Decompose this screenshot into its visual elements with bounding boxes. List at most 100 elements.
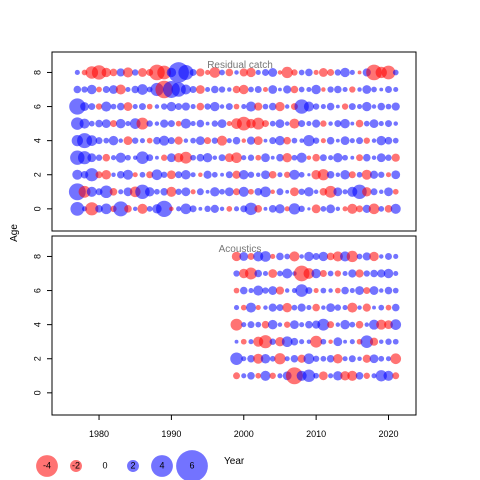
residual-point <box>125 86 131 93</box>
residual-point <box>155 155 159 160</box>
residual-point <box>262 120 269 128</box>
residual-point <box>340 371 350 381</box>
residual-point <box>122 169 134 180</box>
residual-point <box>268 269 278 278</box>
residual-point <box>312 252 320 260</box>
residual-point <box>254 86 262 93</box>
residual-point <box>132 104 138 110</box>
residual-point <box>346 250 358 263</box>
residual-point <box>298 188 305 195</box>
x-tick-label: 2010 <box>306 429 326 439</box>
residual-point <box>115 84 126 95</box>
residual-point <box>270 189 275 195</box>
residual-point <box>391 303 400 312</box>
residual-point <box>348 269 357 278</box>
residual-point <box>205 69 211 76</box>
residual-point <box>220 172 224 177</box>
residual-point <box>312 303 320 312</box>
residual-point <box>269 372 276 379</box>
residual-point <box>376 319 387 330</box>
residual-point <box>196 68 205 77</box>
legend-bubble <box>151 455 173 477</box>
residual-point <box>78 185 91 198</box>
residual-point <box>178 64 194 80</box>
residual-point <box>72 169 83 180</box>
residual-point <box>371 373 377 379</box>
residual-point <box>384 187 393 197</box>
residual-point <box>275 286 285 295</box>
residual-point <box>157 65 172 80</box>
residual-point <box>171 82 186 97</box>
residual-point <box>95 171 103 179</box>
residual-point <box>298 69 305 76</box>
residual-point <box>136 151 149 164</box>
residual-point <box>248 288 254 294</box>
residual-point <box>362 354 371 363</box>
residual-point <box>101 170 111 180</box>
residual-point <box>305 68 313 77</box>
residual-point <box>371 155 377 160</box>
residual-point <box>190 121 196 127</box>
residual-point <box>392 287 399 294</box>
residual-point <box>70 201 85 216</box>
x-tick-label: 2020 <box>378 429 398 439</box>
residual-point <box>248 188 254 195</box>
residual-point <box>181 170 191 180</box>
residual-point <box>299 138 304 143</box>
residual-point <box>101 67 111 78</box>
residual-point <box>328 155 334 161</box>
legend-bubble <box>127 460 139 472</box>
residual-point <box>218 154 226 162</box>
residual-point <box>299 254 304 259</box>
residual-point <box>370 188 378 196</box>
residual-point <box>245 101 257 112</box>
residual-point <box>284 288 290 293</box>
residual-point <box>113 201 129 217</box>
residual-point <box>156 200 173 217</box>
residual-point <box>390 319 402 330</box>
residual-point <box>95 103 103 110</box>
residual-point <box>304 187 314 197</box>
residual-point <box>363 287 371 295</box>
residual-point <box>384 205 393 213</box>
residual-point <box>269 355 276 362</box>
residual-point <box>87 153 97 163</box>
residual-point <box>298 171 305 178</box>
residual-point <box>268 102 277 111</box>
residual-point <box>233 270 240 277</box>
residual-point <box>246 67 256 78</box>
residual-point <box>297 354 306 363</box>
residual-point <box>275 119 285 129</box>
residual-point <box>363 120 370 127</box>
legend-bubble <box>176 450 208 480</box>
residual-point <box>87 84 97 95</box>
residual-point <box>277 322 283 327</box>
residual-point <box>341 103 349 110</box>
residual-point <box>340 67 350 78</box>
residual-point <box>255 154 262 161</box>
residual-point <box>103 137 110 144</box>
residual-point <box>115 152 126 163</box>
residual-point <box>324 185 337 198</box>
residual-point <box>254 102 263 111</box>
residual-point <box>79 118 90 129</box>
residual-point <box>233 103 240 110</box>
residual-point <box>86 186 97 197</box>
residual-point <box>391 102 400 111</box>
residual-point <box>161 171 168 178</box>
residual-point <box>369 354 379 364</box>
residual-point <box>101 101 112 112</box>
residual-point <box>118 189 124 195</box>
residual-point <box>362 303 371 312</box>
legend-bubble <box>70 460 82 472</box>
residual-point <box>151 169 163 181</box>
residual-point <box>311 204 321 214</box>
residual-point <box>313 288 319 294</box>
residual-point <box>333 152 343 163</box>
residual-point <box>203 170 212 179</box>
residual-point <box>195 136 205 146</box>
residual-point <box>335 172 341 177</box>
residual-point <box>298 120 306 128</box>
residual-point <box>95 154 103 161</box>
residual-point <box>262 287 269 294</box>
